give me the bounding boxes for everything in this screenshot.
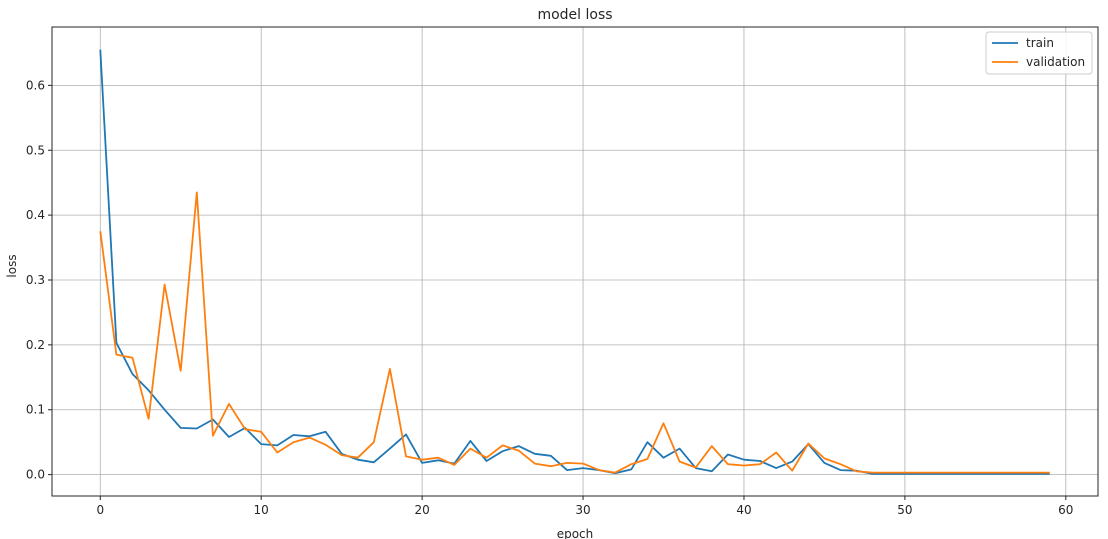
x-tick-label: 30 <box>575 503 590 517</box>
x-axis-ticks: 0 10 20 30 40 50 60 <box>96 496 1073 517</box>
series-line-validation <box>99 191 1050 474</box>
x-tick-label: 60 <box>1058 503 1073 517</box>
x-axis-label: epoch <box>557 527 594 539</box>
x-tick-label: 20 <box>414 503 429 517</box>
y-tick-label: 0.6 <box>26 78 45 92</box>
y-axis-ticks: 0.0 0.1 0.2 0.3 0.4 0.5 0.6 <box>26 78 52 482</box>
y-tick-label: 0.2 <box>26 338 45 352</box>
y-axis-label: loss <box>5 254 19 277</box>
y-tick-label: 0.3 <box>26 273 45 287</box>
y-tick-label: 0.0 <box>26 468 45 482</box>
series-lines <box>99 49 1050 475</box>
y-tick-label: 0.1 <box>26 403 45 417</box>
plot-frame <box>51 26 1099 497</box>
legend-label-train: train <box>1026 36 1054 50</box>
x-tick-label: 0 <box>96 503 104 517</box>
grid-lines <box>52 27 1098 496</box>
y-tick-label: 0.4 <box>26 208 45 222</box>
x-tick-label: 40 <box>736 503 751 517</box>
y-tick-label: 0.5 <box>26 143 45 157</box>
x-tick-label: 50 <box>897 503 912 517</box>
legend: train validation <box>985 31 1093 75</box>
x-tick-label: 10 <box>254 503 269 517</box>
legend-label-validation: validation <box>1026 55 1085 69</box>
chart-title: model loss <box>537 7 612 23</box>
series-line-train <box>99 49 1050 475</box>
